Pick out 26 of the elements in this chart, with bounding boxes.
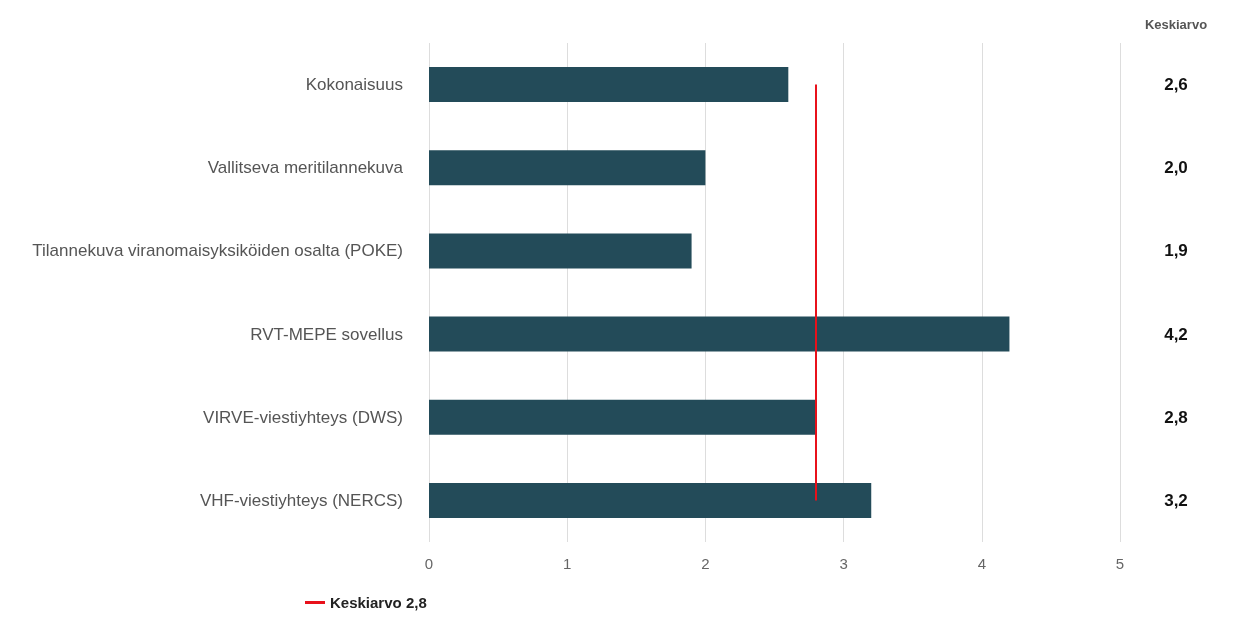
data-label: 3,2 xyxy=(1164,490,1188,510)
data-label: 2,6 xyxy=(1164,75,1188,95)
x-tick-label: 5 xyxy=(1115,555,1125,572)
y-tick-label: VHF-viestiyhteys (NERCS) xyxy=(199,490,403,510)
bar xyxy=(429,233,692,269)
bar xyxy=(429,482,872,518)
x-tick-label: 0 xyxy=(424,555,434,572)
y-tick-label: Tilannekuva viranomaisyksiköiden osalta (POKE) xyxy=(32,241,403,261)
data-label: 4,2 xyxy=(1164,324,1188,344)
bar xyxy=(429,67,789,103)
legend-label: Keskiarvo 2,8 xyxy=(330,594,427,611)
bar xyxy=(429,316,1010,352)
bar xyxy=(429,150,706,186)
x-tick-label: 4 xyxy=(977,555,986,572)
data-label: 2,8 xyxy=(1164,407,1188,427)
x-tick-label: 1 xyxy=(563,555,572,572)
data-label: 2,0 xyxy=(1164,158,1188,178)
data-label: 1,9 xyxy=(1164,241,1188,261)
x-tick-label: 3 xyxy=(839,555,848,572)
text: Keskiarvo xyxy=(1144,16,1208,32)
y-tick-label: RVT-MEPE sovellus xyxy=(250,324,403,344)
x-tick-label: 2 xyxy=(701,555,710,572)
y-tick-label: VIRVE-viestiyhteys (DWS) xyxy=(203,407,403,427)
y-tick-label: Vallitseva meritilannekuva xyxy=(207,158,404,178)
bar xyxy=(429,399,816,435)
y-tick-label: Kokonaisuus xyxy=(305,75,403,95)
